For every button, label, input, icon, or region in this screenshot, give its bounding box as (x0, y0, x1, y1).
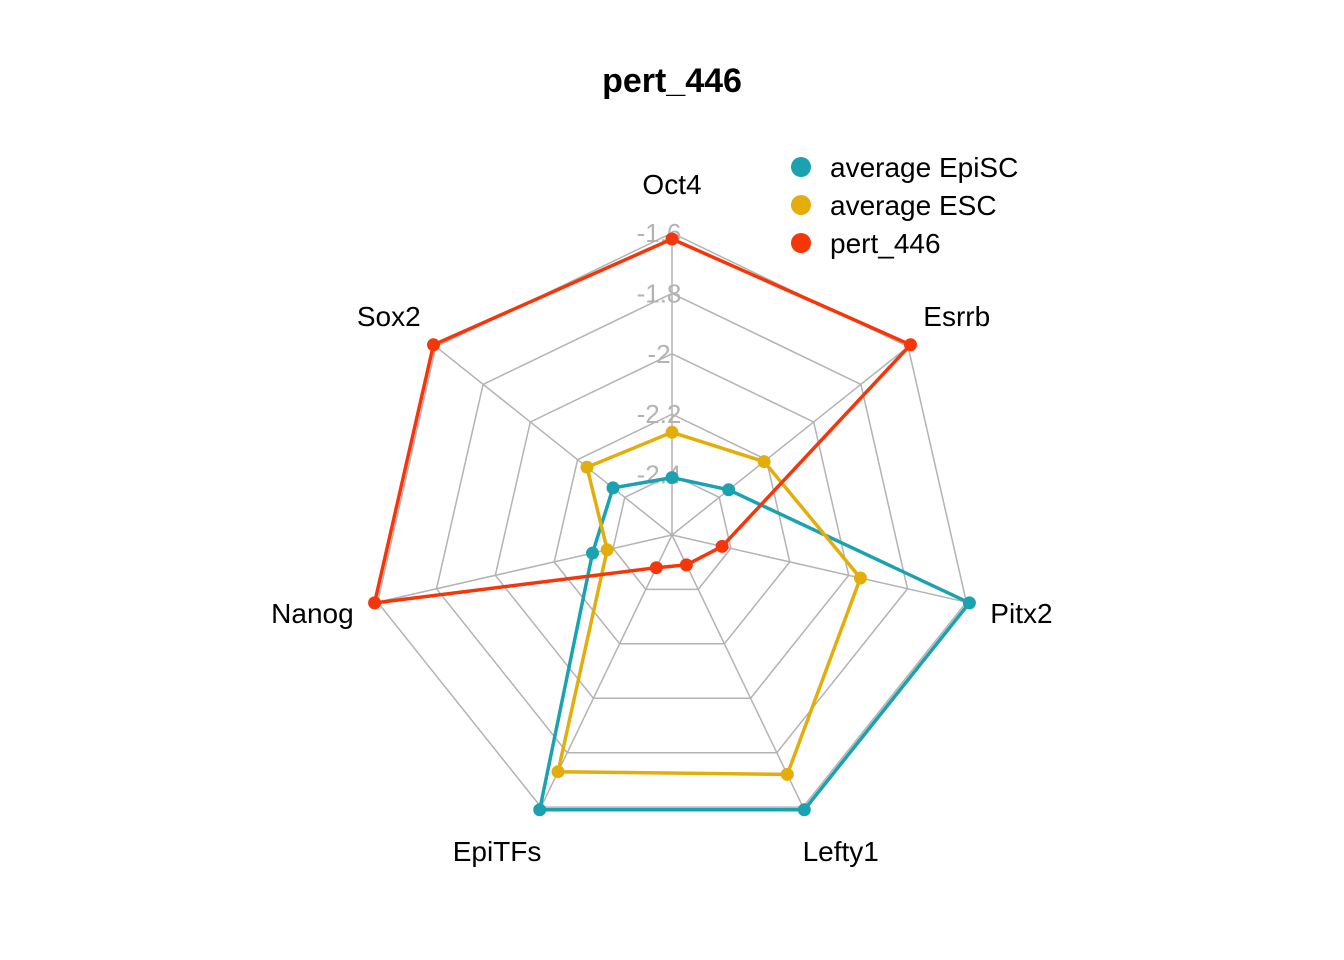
legend-item-pert-446: pert_446 (791, 228, 941, 259)
series-average-episc (533, 471, 976, 817)
data-point-nanog (368, 596, 382, 610)
grid-ring-5 (376, 232, 968, 808)
axis-label-epitfs: EpiTFs (453, 836, 542, 867)
grid-spoke-esrrb (671, 346, 909, 536)
grid-ring-2 (553, 413, 791, 645)
axis-label-sox2: Sox2 (357, 301, 421, 332)
radar-grid (376, 232, 968, 808)
radial-tick-label: -2 (647, 339, 670, 369)
data-point-epitfs (533, 803, 547, 817)
legend: average EpiSC average ESC pert_446 (791, 152, 1018, 259)
grid-ring-1 (612, 473, 732, 591)
data-point-oct4 (665, 471, 679, 485)
legend-item-average-episc: average EpiSC (791, 152, 1018, 183)
grid-ring-4 (435, 292, 909, 754)
data-point-pitx2 (962, 596, 976, 610)
grid-spoke-sox2 (435, 346, 673, 536)
data-point-sox2 (580, 460, 594, 474)
legend-item-average-esc: average ESC (791, 190, 997, 221)
data-point-lefty1 (780, 767, 794, 781)
data-point-sox2 (606, 481, 620, 495)
radial-tick-label: -1.8 (637, 278, 682, 308)
axis-label-lefty1: Lefty1 (803, 836, 879, 867)
data-point-lefty1 (797, 803, 811, 817)
axis-label-pitx2: Pitx2 (990, 598, 1052, 629)
data-point-esrrb (904, 338, 917, 352)
axis-label-nanog: Nanog (271, 598, 354, 629)
radial-tick-labels: -1.6-1.8-2-2.2-2.4 (637, 218, 682, 490)
legend-label: pert_446 (830, 228, 941, 259)
series-line (556, 430, 863, 777)
data-point-oct4 (665, 425, 679, 439)
data-point-nanog (586, 546, 599, 560)
data-point-epitfs (649, 561, 663, 575)
series-layer (368, 232, 976, 817)
legend-swatch (791, 233, 811, 253)
legend-swatch (791, 157, 811, 177)
data-point-epitfs (551, 765, 565, 779)
grid-spoke-lefty1 (671, 534, 804, 808)
data-point-nanog (600, 543, 614, 557)
data-point-pitx2 (715, 539, 729, 553)
legend-swatch (791, 195, 811, 215)
data-point-oct4 (665, 232, 679, 246)
legend-label: average EpiSC (830, 152, 1018, 183)
grid-spoke-nanog (377, 534, 673, 603)
data-point-sox2 (427, 338, 440, 352)
chart-title: pert_446 (602, 62, 742, 100)
series-pert-446 (368, 232, 917, 610)
axis-label-esrrb: Esrrb (923, 301, 990, 332)
axis-labels: Oct4 Esrrb Pitx2 Lefty1 EpiTFs Nanog Sox2 (271, 169, 1052, 867)
data-point-pitx2 (853, 571, 867, 585)
grid-spoke-epitfs (540, 534, 673, 808)
grid-ring-3 (494, 352, 850, 700)
data-point-lefty1 (679, 558, 693, 572)
data-point-esrrb (722, 483, 736, 497)
axis-label-oct4: Oct4 (642, 169, 701, 200)
series-average-esc (551, 425, 867, 781)
series-line (537, 475, 972, 812)
legend-label: average ESC (830, 190, 997, 221)
series-line (372, 237, 913, 605)
data-point-esrrb (757, 455, 771, 469)
radial-tick-label: -2.2 (637, 399, 682, 429)
